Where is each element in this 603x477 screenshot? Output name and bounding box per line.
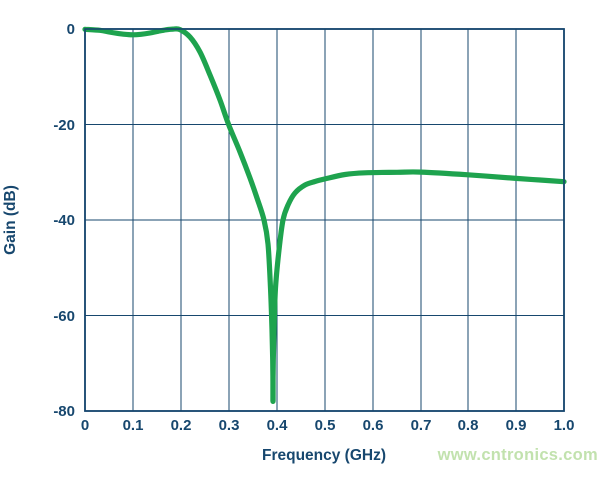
svg-text:0.3: 0.3	[219, 417, 240, 434]
svg-text:-60: -60	[53, 308, 75, 325]
svg-text:0: 0	[81, 417, 89, 434]
svg-text:-80: -80	[53, 403, 75, 420]
svg-text:0.2: 0.2	[171, 417, 192, 434]
svg-text:0.6: 0.6	[363, 417, 384, 434]
svg-text:0.9: 0.9	[506, 417, 527, 434]
svg-text:0.7: 0.7	[411, 417, 432, 434]
svg-text:-40: -40	[53, 212, 75, 229]
svg-text:0.5: 0.5	[315, 417, 336, 434]
svg-text:Gain (dB): Gain (dB)	[2, 185, 19, 255]
svg-text:0: 0	[67, 21, 75, 38]
svg-text:0.4: 0.4	[267, 417, 289, 434]
svg-text:0.8: 0.8	[458, 417, 479, 434]
svg-text:-20: -20	[53, 117, 75, 134]
svg-text:www.cntronics.com: www.cntronics.com	[437, 446, 598, 464]
svg-text:0.1: 0.1	[123, 417, 144, 434]
svg-text:Frequency (GHz): Frequency (GHz)	[262, 447, 386, 464]
svg-text:1.0: 1.0	[554, 417, 575, 434]
